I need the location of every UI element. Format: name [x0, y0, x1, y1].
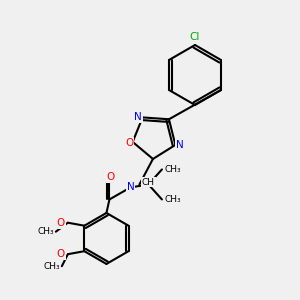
Text: O: O [107, 172, 115, 182]
Text: CH₃: CH₃ [44, 262, 60, 271]
Text: N: N [127, 182, 134, 192]
Text: CH₃: CH₃ [164, 195, 181, 204]
Text: O: O [125, 138, 133, 148]
Text: CH: CH [142, 178, 155, 187]
Text: O: O [56, 218, 64, 228]
Text: N: N [134, 112, 142, 122]
Text: Cl: Cl [190, 32, 200, 43]
Text: N: N [176, 140, 184, 150]
Text: O: O [56, 249, 64, 259]
Text: CH₃: CH₃ [38, 227, 54, 236]
Text: CH₃: CH₃ [164, 165, 181, 174]
